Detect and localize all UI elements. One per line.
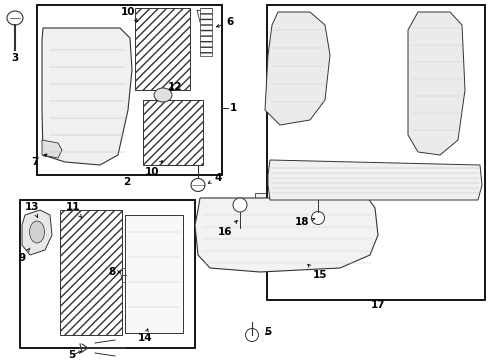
Polygon shape [408,12,465,155]
Text: 1: 1 [229,103,237,113]
Bar [135,8,190,90]
Text: 8: 8 [108,267,120,277]
Ellipse shape [191,179,205,192]
Bar [125,215,183,333]
Polygon shape [42,140,62,158]
Text: 10: 10 [145,161,163,177]
Polygon shape [42,28,132,165]
Text: 12: 12 [168,82,182,92]
Text: 6: 6 [217,17,234,27]
Bar [20,200,195,348]
Bar [200,8,212,56]
Ellipse shape [154,88,172,102]
Bar [60,210,122,335]
Ellipse shape [245,328,259,342]
Text: 14: 14 [138,329,152,343]
Text: 10: 10 [121,7,138,22]
Bar [255,193,285,205]
Text: 17: 17 [371,300,385,310]
Text: 4: 4 [208,173,221,183]
Ellipse shape [7,11,23,25]
Text: 7: 7 [31,154,47,167]
Bar [267,5,485,300]
Bar [143,100,203,165]
Polygon shape [265,12,330,125]
Ellipse shape [233,198,247,212]
Text: 13: 13 [25,202,39,217]
Text: 9: 9 [19,248,30,263]
Text: 16: 16 [218,221,237,237]
Ellipse shape [29,221,45,243]
Text: 5: 5 [69,350,75,360]
Ellipse shape [312,211,324,225]
Text: 15: 15 [308,265,327,280]
Text: 2: 2 [123,177,131,187]
Text: 11: 11 [66,202,81,217]
Text: 18: 18 [295,217,315,227]
Polygon shape [22,210,52,255]
Text: 5: 5 [265,327,271,337]
Polygon shape [195,198,378,272]
Bar [37,5,222,175]
Polygon shape [268,160,482,200]
Text: 3: 3 [11,53,19,63]
